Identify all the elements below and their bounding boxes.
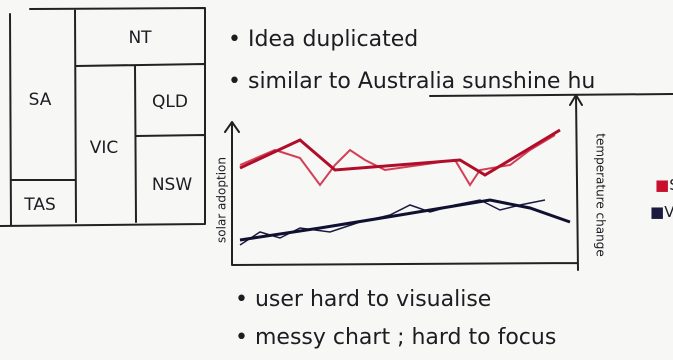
cell-label: VIC [90, 138, 119, 158]
note-text: user hard to visualise [255, 287, 491, 312]
bullet-note: • user hard to visualise [235, 287, 491, 312]
cell-label: NT [128, 28, 152, 48]
y-axis-label: solar adoption [215, 157, 229, 243]
underline [429, 93, 673, 97]
bullet: • [235, 287, 255, 312]
legend-swatch: ■ [650, 203, 664, 221]
legend-swatch: ■ [655, 176, 669, 194]
cell-label: NSW [152, 175, 193, 195]
issues: • user hard to visualise • messy chart ;… [235, 287, 556, 350]
treemap-sketch: NT SA VIC QLD NSW TAS [0, 7, 206, 227]
bullet-note: • Idea duplicated [228, 27, 418, 52]
sketch-line-red [239, 128, 561, 177]
note-text: Idea duplicated [248, 27, 418, 52]
sketch-line-detail [239, 199, 546, 246]
bullet-note: • similar to Australia sunshine hu [228, 69, 595, 94]
bullet-note: • messy chart ; hard to focus [235, 325, 556, 350]
sketch-line-black [239, 198, 571, 242]
sketch-axes [224, 94, 583, 271]
bullet: • [228, 27, 248, 52]
legend-text: S [669, 176, 673, 194]
note-text: messy chart ; hard to focus [255, 325, 556, 350]
line-sketch: solar adoption temperature change ■S ■V [215, 94, 673, 271]
cell-label: SA [29, 90, 52, 110]
bullet: • [235, 325, 255, 350]
cell-label: TAS [23, 195, 56, 215]
note-text: similar to Australia sunshine hu [248, 69, 595, 94]
bullet: • [228, 69, 248, 94]
treemap-lines [0, 7, 206, 227]
legend-entry: ■V [650, 203, 673, 221]
cell-label: QLD [152, 92, 188, 112]
legend-text: V [664, 203, 673, 221]
y2-axis-label: temperature change [594, 133, 608, 256]
legend-entry: ■S [655, 176, 673, 194]
notes: • Idea duplicated • similar to Australia… [228, 27, 673, 97]
